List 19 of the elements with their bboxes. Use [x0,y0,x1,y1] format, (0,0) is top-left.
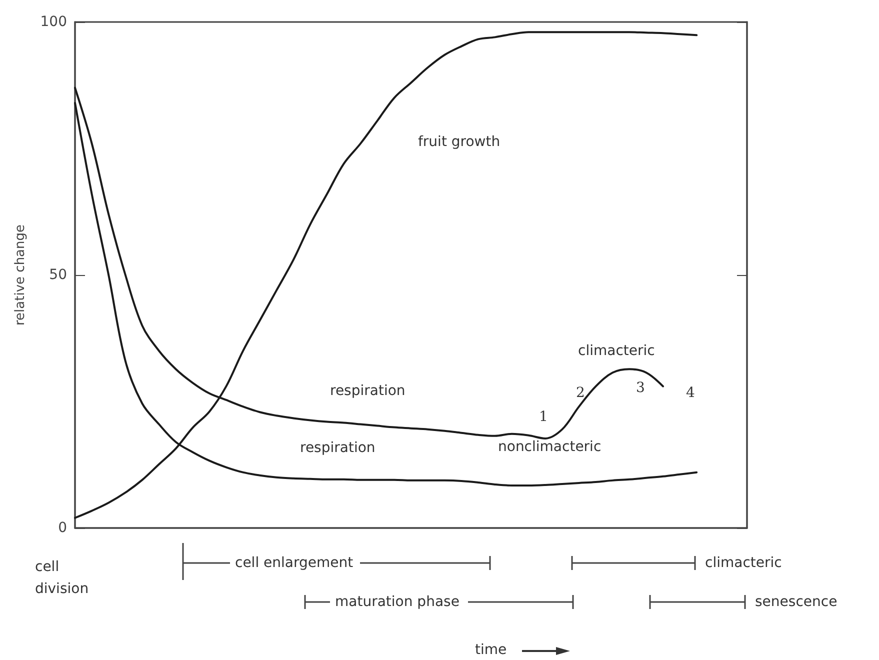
text: maturation phase [335,594,460,611]
text: climacteric [705,555,782,572]
y-tick-label: 0 [58,520,67,536]
text: time [475,642,507,659]
annotation: fruit growth [418,134,500,151]
y-tick-label: 100 [40,14,67,30]
annotation: 4 [686,385,695,402]
annotation: nonclimacteric [498,439,602,456]
annotation: 1 [539,409,548,426]
annotation: respiration [330,383,406,400]
y-axis-title: relative change [13,224,28,326]
text: cell division [35,558,90,599]
y-tick-label: 50 [49,267,67,283]
annotation: climacteric [578,343,655,360]
annotation: 3 [636,380,645,397]
annotation: 2 [576,385,585,402]
annotation: respiration [300,440,376,457]
text: senescence [755,594,838,611]
text: cell enlargement [235,555,354,572]
